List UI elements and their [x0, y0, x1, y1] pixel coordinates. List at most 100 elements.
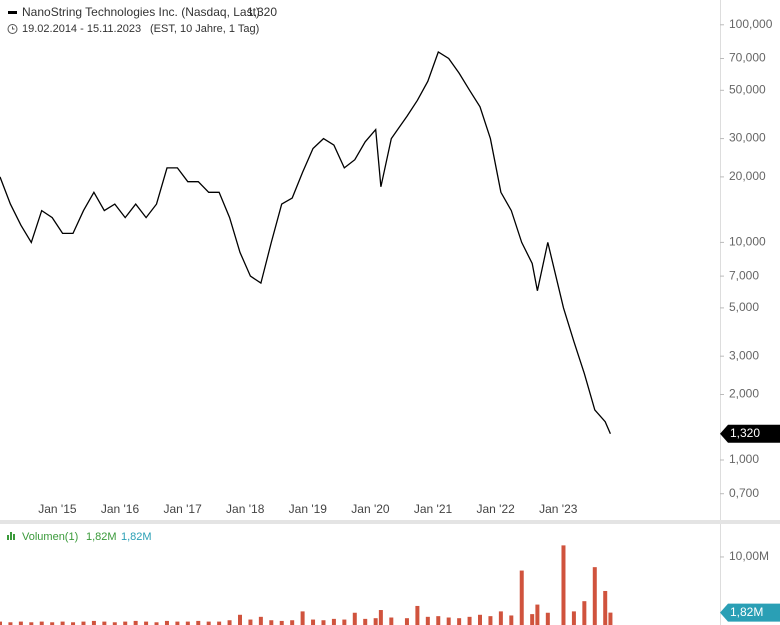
last-value-tag [720, 603, 780, 622]
range-note: (EST, 10 Jahre, 1 Tag) [150, 23, 259, 35]
volume-bar [425, 616, 430, 625]
x-tick-label: Jan '21 [414, 502, 453, 516]
volume-bar [415, 605, 420, 625]
y-tick-label: 10,000 [729, 235, 766, 249]
y-tick-label: 2,000 [729, 387, 759, 401]
volume-bar [123, 621, 128, 625]
volume-bar [29, 622, 34, 625]
volume-bar [373, 618, 378, 625]
last-value-tag-label: 1,320 [730, 426, 760, 440]
volume-last-avg: 1,82M [121, 531, 152, 543]
volume-bar [545, 612, 550, 625]
volume-bar [196, 620, 201, 625]
volume-bar [81, 621, 86, 625]
volume-bar [608, 612, 613, 625]
x-tick-label: Jan '15 [38, 502, 77, 516]
y-tick-label: 100,000 [729, 17, 773, 31]
volume-bar [436, 616, 441, 625]
volume-bar [102, 621, 107, 625]
volume-bar [227, 620, 232, 625]
volume-bar [389, 617, 394, 625]
volume-bar [185, 621, 190, 625]
volume-bar [535, 604, 540, 625]
volume-bar [446, 617, 451, 625]
volume-bar [519, 570, 524, 625]
y-tick-label: 50,000 [729, 82, 766, 96]
volume-bar [164, 620, 169, 625]
x-tick-label: Jan '18 [226, 502, 265, 516]
volume-bar [404, 618, 409, 625]
volume-bar [561, 545, 566, 625]
volume-bar [269, 620, 274, 625]
volume-bar [509, 615, 514, 625]
volume-bar [457, 618, 462, 625]
x-tick-label: Jan '22 [476, 502, 515, 516]
y-tick-label: 10,00M [729, 549, 769, 563]
y-tick-label: 3,000 [729, 348, 759, 362]
y-tick-label: 20,000 [729, 169, 766, 183]
volume-bar [321, 620, 326, 625]
volume-bar [154, 622, 159, 625]
volume-bar [331, 618, 336, 625]
clock-hands [12, 26, 15, 30]
volume-bar [258, 616, 263, 625]
series-name: NanoString Technologies Inc. (Nasdaq, La… [22, 5, 260, 19]
volume-bar [206, 621, 211, 625]
volume-bar [363, 618, 368, 625]
volume-bar [488, 616, 493, 625]
volume-icon [10, 532, 12, 540]
y-tick-label: 30,000 [729, 131, 766, 145]
volume-bar [144, 621, 149, 625]
volume-bar [50, 622, 55, 625]
volume-last: 1,82M [86, 531, 117, 543]
x-tick-label: Jan '16 [101, 502, 140, 516]
volume-bar [60, 621, 65, 625]
volume-bar [378, 610, 383, 625]
price-line [0, 51, 611, 435]
volume-bar [71, 622, 76, 625]
y-tick-label: 5,000 [729, 300, 759, 314]
y-tick-label: 0,700 [729, 486, 759, 500]
x-tick-label: Jan '17 [163, 502, 202, 516]
y-tick-label: 1,000 [729, 452, 759, 466]
volume-icon [13, 534, 15, 540]
volume-bar [248, 619, 253, 625]
volume-bar [175, 621, 180, 625]
volume-bar [571, 611, 576, 625]
volume-bar [342, 619, 347, 625]
volume-bar [238, 614, 242, 625]
date-range: 19.02.2014 - 15.11.2023 [22, 23, 141, 35]
panel-separator [0, 520, 780, 524]
volume-bar [112, 622, 117, 625]
volume-bar [603, 590, 608, 625]
last-value: 1,320 [247, 5, 277, 19]
volume-bar [311, 619, 316, 625]
volume-bar [8, 622, 13, 625]
volume-bar [18, 621, 23, 625]
volume-bar [478, 614, 482, 625]
x-tick-label: Jan '19 [289, 502, 328, 516]
last-value-tag [720, 424, 780, 443]
volume-bar [279, 620, 284, 625]
volume-bar [582, 601, 587, 625]
volume-bar [290, 620, 295, 625]
clock-icon [7, 24, 18, 34]
volume-bar [0, 621, 2, 625]
legend-swatch [8, 11, 17, 14]
x-tick-label: Jan '23 [539, 502, 578, 516]
y-tick-label: 7,000 [729, 268, 759, 282]
volume-bar [592, 567, 597, 625]
volume-legend: Volumen(1) [22, 531, 78, 543]
y-tick-label: 70,000 [729, 51, 766, 65]
volume-bar [217, 621, 222, 625]
x-tick-label: Jan '20 [351, 502, 390, 516]
volume-bar [300, 611, 305, 625]
last-value-tag-label: 1,82M [730, 605, 763, 619]
volume-bar [467, 616, 472, 625]
volume-bar [133, 620, 138, 625]
volume-icon [7, 535, 9, 540]
volume-bar [530, 614, 535, 625]
volume-bar [498, 611, 503, 625]
